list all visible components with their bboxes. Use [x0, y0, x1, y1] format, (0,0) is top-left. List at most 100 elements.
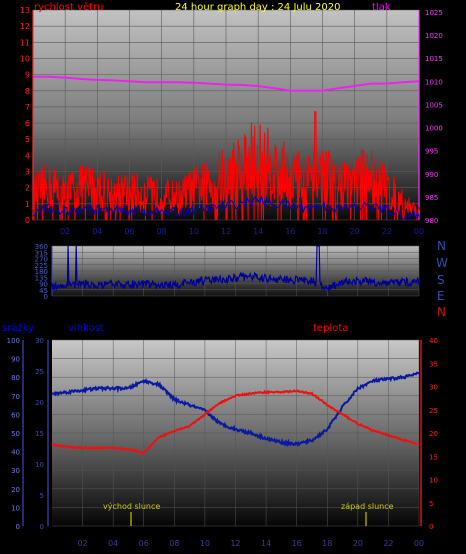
rain-tick-label: 70 [11, 393, 20, 401]
compass-s: S [437, 273, 445, 287]
humidity-tick-label: 15 [35, 430, 44, 438]
temperature-series [51, 389, 420, 455]
wind-direction-series [51, 245, 420, 292]
temp-tick-label: 40 [429, 337, 438, 345]
top-left-tick-label: 3 [25, 168, 30, 177]
top-left-tick-label: 1 [25, 200, 30, 209]
humidity-tick-label: 25 [35, 368, 44, 376]
rain-tick-label: 30 [11, 467, 20, 475]
humidity-tick-label: 30 [35, 337, 44, 345]
mid-tick-label: 360 [35, 243, 48, 251]
rain-tick-label: 20 [11, 486, 20, 494]
humidity-tick-label: 20 [35, 399, 44, 407]
humidity-tick-label: 0 [40, 523, 44, 531]
temp-tick-label: 0 [429, 523, 433, 531]
humidity-tick-label: 10 [35, 461, 44, 469]
mid-tick-label: 225 [35, 262, 48, 270]
top-left-tick-label: 0 [25, 216, 30, 225]
top-right-tick-label: 985 [425, 194, 438, 202]
wind-gust-series [32, 195, 420, 221]
rain-tick-label: 40 [11, 449, 20, 457]
top-left-tick-label: 11 [20, 38, 30, 47]
humidity-label: vlhkost [68, 323, 104, 334]
mid-tick-label: 315 [35, 249, 48, 257]
top-x-tick-label: 00 [414, 227, 424, 236]
mid-tick-label: 0 [44, 293, 48, 301]
rain-tick-label: 90 [11, 356, 20, 364]
top-left-tick-label: 13 [20, 6, 30, 15]
top-left-tick-label: 5 [25, 135, 30, 144]
pressure-label: tlak [372, 2, 391, 13]
top-right-tick-label: 1005 [425, 101, 443, 109]
top-left-tick-label: 12 [20, 22, 30, 31]
top-left-tick-label: 6 [25, 119, 30, 128]
bottom-x-tick-label: 16 [292, 539, 302, 548]
mid-tick-label: 90 [39, 281, 48, 289]
rain-tick-label: 60 [11, 411, 20, 419]
sunset-annotation: západ slunce [341, 502, 394, 511]
wind-direction-line [51, 245, 420, 292]
top-right-tick-label: 980 [425, 217, 438, 225]
rain-tick-label: 50 [11, 430, 20, 438]
top-x-tick-label: 10 [189, 227, 199, 236]
temp-tick-label: 30 [429, 384, 438, 392]
top-right-tick-label: 1025 [425, 9, 443, 17]
pressure-line [33, 75, 420, 92]
top-left-tick-label: 8 [25, 87, 30, 96]
top-x-tick-label: 22 [382, 227, 392, 236]
bottom-grid: 0102030405060708090100051015202530051015… [7, 337, 438, 548]
top-right-tick-label: 1020 [425, 32, 443, 40]
temp-tick-label: 35 [429, 360, 438, 368]
top-x-tick-label: 16 [285, 227, 295, 236]
mid-tick-label: 45 [39, 287, 48, 295]
bottom-x-tick-label: 14 [261, 539, 271, 548]
top-right-tick-label: 990 [425, 171, 438, 179]
wind-speed-line [32, 111, 420, 221]
chart-title: 24 hour graph day : 24 Julu 2020 [175, 2, 341, 13]
rain-tick-label: 10 [11, 504, 20, 512]
top-left-tick-label: 7 [25, 103, 30, 112]
top-left-tick-label: 9 [25, 71, 30, 80]
top-right-tick-label: 1010 [425, 78, 443, 86]
temp-tick-label: 25 [429, 407, 438, 415]
bottom-x-tick-label: 20 [353, 539, 363, 548]
top-x-tick-label: 02 [60, 227, 70, 236]
mid-tick-label: 180 [35, 268, 48, 276]
bottom-x-tick-label: 22 [383, 539, 393, 548]
top-x-tick-label: 08 [157, 227, 167, 236]
temp-tick-label: 20 [429, 430, 438, 438]
top-x-tick-label: 04 [92, 227, 102, 236]
mid-tick-label: 135 [35, 274, 48, 282]
humidity-tick-label: 5 [40, 492, 44, 500]
mid-tick-label: 270 [35, 256, 48, 264]
rain-label: srážky [2, 322, 34, 334]
rain-tick-label: 80 [11, 374, 20, 382]
humidity-series [51, 371, 420, 448]
bottom-x-tick-label: 12 [230, 539, 240, 548]
top-x-tick-label: 18 [317, 227, 327, 236]
bottom-x-tick-label: 04 [108, 539, 118, 548]
temp-tick-label: 5 [429, 500, 433, 508]
wind-speed-label: rychlost větru [34, 1, 104, 13]
rain-tick-label: 0 [16, 523, 20, 531]
temp-tick-label: 10 [429, 477, 438, 485]
bottom-x-tick-label: 08 [169, 539, 179, 548]
sunrise-annotation: východ slunce [103, 502, 160, 511]
compass-n-bottom: N [437, 305, 446, 319]
top-x-tick-label: 06 [124, 227, 134, 236]
bottom-x-tick-label: 06 [139, 539, 149, 548]
top-right-tick-label: 995 [425, 148, 438, 156]
top-left-tick-label: 4 [25, 151, 30, 160]
bottom-x-tick-label: 02 [77, 539, 87, 548]
humidity-line [51, 371, 420, 448]
top-x-tick-label: 20 [350, 227, 360, 236]
temperature-label: teplota [313, 323, 348, 334]
top-left-tick-label: 2 [25, 184, 30, 193]
top-x-tick-label: 12 [221, 227, 231, 236]
bottom-x-tick-label: 10 [200, 539, 210, 548]
bottom-x-tick-label: 00 [414, 539, 424, 548]
compass-e: E [437, 289, 445, 303]
rain-tick-label: 100 [7, 337, 20, 345]
